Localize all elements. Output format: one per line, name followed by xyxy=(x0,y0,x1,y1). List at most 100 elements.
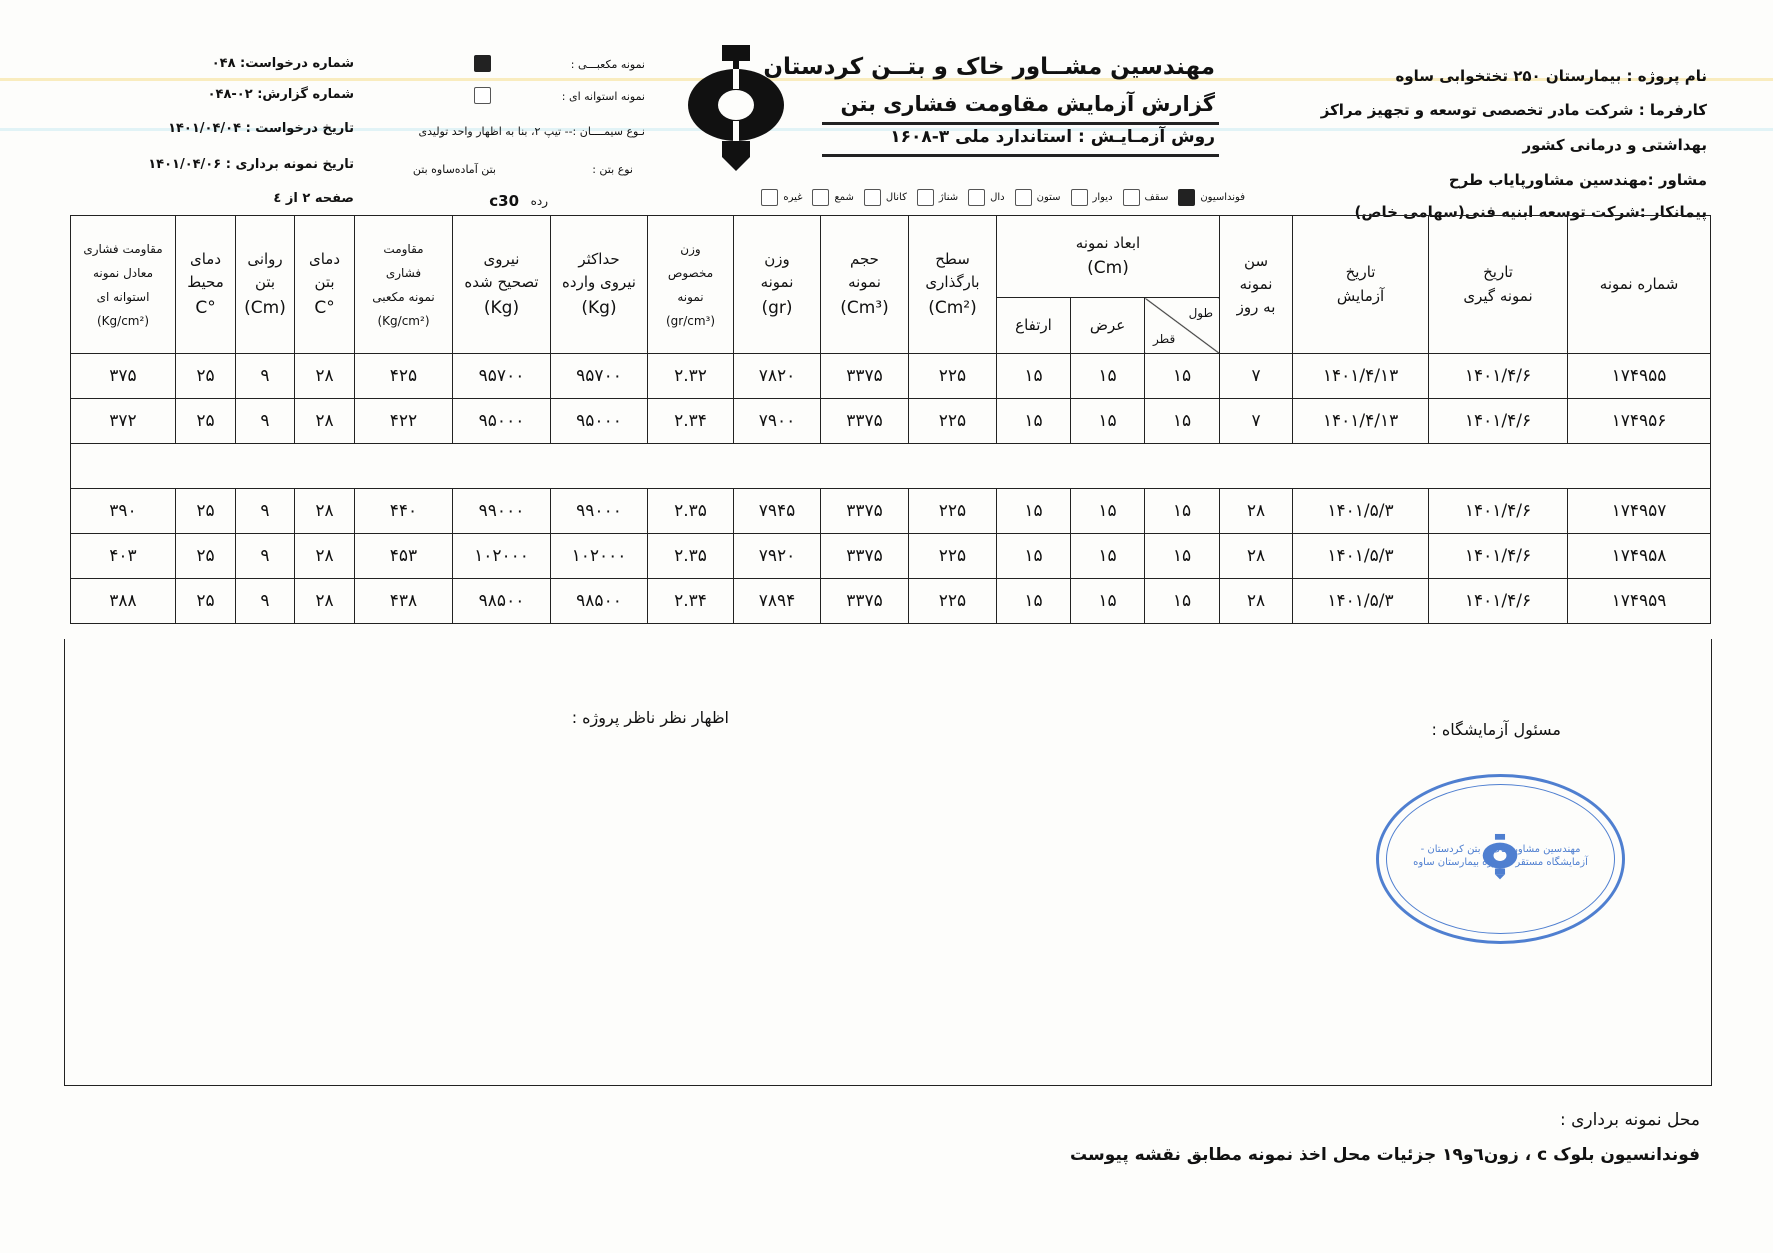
cell-width: ۱۵ xyxy=(1070,353,1146,399)
empty-cell xyxy=(69,443,1712,489)
element-other[interactable]: غیره xyxy=(761,189,802,206)
element-foundation[interactable]: فونداسیون xyxy=(1178,189,1245,206)
cell-density: ۲.۳۲ xyxy=(647,353,734,399)
title-divider xyxy=(822,154,1219,157)
cell-ambient-temp: ۲۵ xyxy=(175,578,236,624)
scan-artifact-line xyxy=(0,128,1773,131)
header-weight: وزن نمونه (gr) xyxy=(733,215,821,354)
cell-cube-strength: ۴۳۸ xyxy=(354,578,453,624)
element-label: شناژ xyxy=(938,192,959,203)
empty-row xyxy=(69,443,1712,489)
cell-slump: ۹ xyxy=(235,578,295,624)
cell-loading-area: ۲۲۵ xyxy=(908,398,997,444)
cell-volume: ۳۳۷۵ xyxy=(820,578,909,624)
cell-density: ۲.۳۴ xyxy=(647,398,734,444)
header-concrete-temp: دمای بتن °C xyxy=(294,215,355,354)
element-label: کانال xyxy=(885,192,907,203)
cell-max-force: ۱۰۲۰۰۰ xyxy=(550,533,648,579)
cell-weight: ۷۸۹۴ xyxy=(733,578,821,624)
company-logo xyxy=(688,45,784,171)
cell-ambient-temp: ۲۵ xyxy=(175,533,236,579)
table-row: ۱۷۴۹۵۸ ۱۴۰۱/۴/۶ ۱۴۰۱/۵/۳ ۲۸ ۱۵ ۱۵ ۱۵ ۲۲۵ ۳۳۷۵ ۷۹۲… xyxy=(70,533,1712,579)
cell-weight: ۷۸۲۰ xyxy=(733,353,821,399)
element-label: سقف xyxy=(1144,192,1169,203)
cell-corrected-force: ۹۹۰۰۰ xyxy=(452,488,551,534)
cell-slump: ۹ xyxy=(235,488,295,534)
cylinder-sample-checkbox[interactable] xyxy=(474,87,491,104)
header-slump: روانی بتن (Cm) xyxy=(235,215,295,354)
cell-cube-strength: ۴۲۵ xyxy=(354,353,453,399)
lab-stamp: مهندسین مشاور خاک و بتن کردستان - آزمایش… xyxy=(1376,774,1625,944)
element-tie-beam[interactable]: شناژ xyxy=(916,189,959,206)
cell-width: ۱۵ xyxy=(1070,488,1146,534)
cell-cylinder-strength: ۳۷۵ xyxy=(70,353,176,399)
report-title: گزارش آزمایش مقاومت فشاری بتن xyxy=(840,92,1215,116)
cell-height: ۱۵ xyxy=(995,353,1072,399)
cell-volume: ۳۳۷۵ xyxy=(820,353,909,399)
element-pile[interactable]: شمع xyxy=(812,189,854,206)
sampling-location-label: محل نمونه برداری : xyxy=(1559,1110,1700,1130)
element-wall[interactable]: دیوار xyxy=(1070,189,1113,206)
cell-corrected-force: ۹۵۷۰۰ xyxy=(452,353,551,399)
checkbox[interactable] xyxy=(863,189,881,206)
header-sampling-date: تاریخ نمونه گیری xyxy=(1428,215,1569,354)
cube-sample-checkbox[interactable] xyxy=(474,55,491,72)
cell-concrete-temp: ۲۸ xyxy=(294,398,355,444)
cell-test-date: ۱۴۰۱/۴/۱۳ xyxy=(1292,353,1430,399)
report-number: شماره گزارش: ۰۲-۰۴۸ xyxy=(207,87,354,102)
checkbox[interactable] xyxy=(812,189,830,206)
checkbox[interactable] xyxy=(916,189,934,206)
project-name: نام پروژه : بیمارستان ۲۵۰ تختخوابی ساوه xyxy=(1395,67,1707,85)
element-channel[interactable]: کانال xyxy=(863,189,907,206)
cell-length: ۱۵ xyxy=(1144,578,1221,624)
cell-volume: ۳۳۷۵ xyxy=(820,398,909,444)
cell-sample-number: ۱۷۴۹۵۷ xyxy=(1567,488,1712,534)
company-name: مهندسین مشــاور خاک و بتــن کردستان xyxy=(763,54,1215,80)
element-ceiling[interactable]: سقف xyxy=(1122,189,1169,206)
cell-volume: ۳۳۷۵ xyxy=(820,533,909,579)
cell-sampling-date: ۱۴۰۱/۴/۶ xyxy=(1428,578,1569,624)
element-column[interactable]: ستون xyxy=(1014,189,1061,206)
cell-height: ۱۵ xyxy=(995,488,1072,534)
checkbox[interactable] xyxy=(1122,189,1140,206)
cell-sample-number: ۱۷۴۹۵۶ xyxy=(1567,398,1712,444)
cell-age-days: ۲۸ xyxy=(1219,488,1294,534)
concrete-type-label: نوع بتن : xyxy=(592,163,633,176)
checkbox[interactable] xyxy=(1070,189,1088,206)
page-number: صفحه ۲ از ٤ xyxy=(273,191,354,206)
element-label: دال xyxy=(990,192,1005,203)
header-volume: حجم نمونه (Cm³) xyxy=(820,215,909,354)
checkbox[interactable] xyxy=(1178,189,1196,206)
cell-cylinder-strength: ۳۸۸ xyxy=(70,578,176,624)
cell-concrete-temp: ۲۸ xyxy=(294,488,355,534)
header-length-diameter: طول قطر xyxy=(1144,297,1221,354)
table-row: ۱۷۴۹۵۹ ۱۴۰۱/۴/۶ ۱۴۰۱/۵/۳ ۲۸ ۱۵ ۱۵ ۱۵ ۲۲۵ ۳۳۷۵ ۷۸۹… xyxy=(70,578,1712,624)
checkbox[interactable] xyxy=(1014,189,1032,206)
cell-sample-number: ۱۷۴۹۵۸ xyxy=(1567,533,1712,579)
header-height: ارتفاع xyxy=(995,297,1072,354)
sampling-location: فوندانسیون بلوک c ، زون٦و۱۹ جزئیات محل ا… xyxy=(1070,1145,1700,1165)
cell-sampling-date: ۱۴۰۱/۴/۶ xyxy=(1428,398,1569,444)
cell-height: ۱۵ xyxy=(995,533,1072,579)
cell-corrected-force: ۱۰۲۰۰۰ xyxy=(452,533,551,579)
cell-concrete-temp: ۲۸ xyxy=(294,353,355,399)
cell-ambient-temp: ۲۵ xyxy=(175,398,236,444)
request-number: شماره درخواست: ۰۴۸ xyxy=(211,56,354,71)
element-slab[interactable]: دال xyxy=(968,189,1005,206)
cell-test-date: ۱۴۰۱/۵/۳ xyxy=(1292,533,1430,579)
element-label: دیوار xyxy=(1092,192,1113,203)
results-table: شماره نمونه تاریخ نمونه گیری تاریخ آزمایش … xyxy=(69,215,1712,624)
cell-max-force: ۹۵۷۰۰ xyxy=(550,353,648,399)
cell-max-force: ۹۹۰۰۰ xyxy=(550,488,648,534)
cell-sampling-date: ۱۴۰۱/۴/۶ xyxy=(1428,488,1569,534)
table-row: ۱۷۴۹۵۵ ۱۴۰۱/۴/۶ ۱۴۰۱/۴/۱۳ ۷ ۱۵ ۱۵ ۱۵ ۲۲۵ ۳۳۷۵ ۷۸۲… xyxy=(70,353,1712,399)
consultant: مشاور :مهندسین مشاورپایاب طرح xyxy=(1448,171,1707,189)
title-divider xyxy=(822,122,1219,125)
stamp-text: مهندسین مشاور خاک و بتن کردستان - آزمایش… xyxy=(1413,844,1588,868)
cell-sample-number: ۱۷۴۹۵۹ xyxy=(1567,578,1712,624)
cube-sample-label: نمونه مکعبـــی : xyxy=(570,58,645,71)
header-cylinder-strength: مقاومت فشاری معادل نمونه استوانه ای (Kg/cm²… xyxy=(70,215,176,354)
checkbox[interactable] xyxy=(968,189,986,206)
cylinder-sample-label: نمونه استوانه ای : xyxy=(561,90,645,103)
checkbox[interactable] xyxy=(761,189,779,206)
